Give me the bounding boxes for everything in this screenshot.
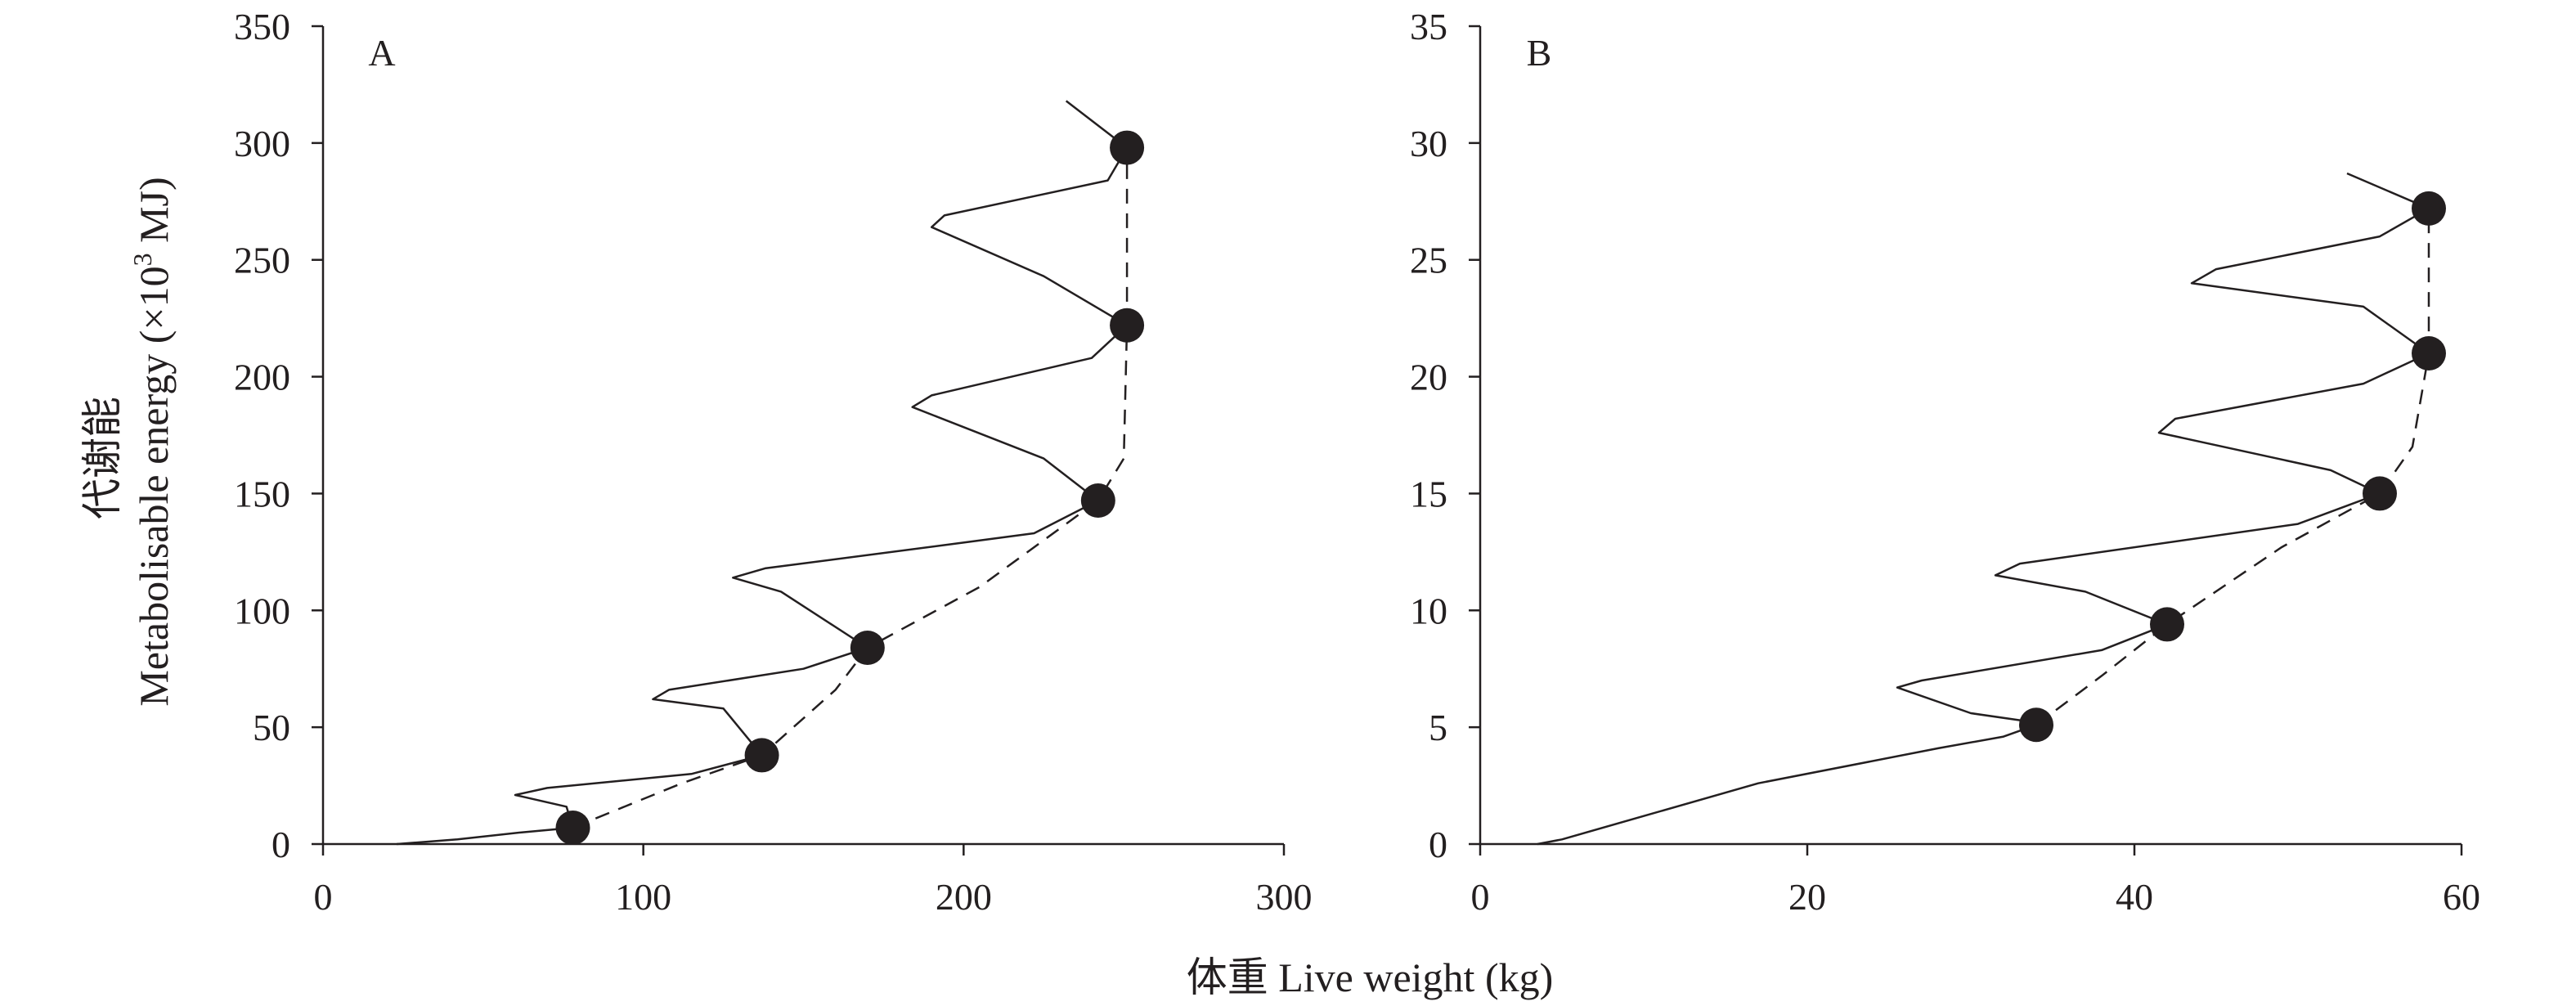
- dashed-series-line: [572, 147, 1129, 829]
- x-tick-label: 200: [936, 876, 992, 918]
- y-tick-label: 5: [1429, 707, 1447, 748]
- y-tick-label: 150: [234, 473, 290, 514]
- y-tick-label: 30: [1410, 123, 1447, 164]
- y-axis-title-zh: 代谢能: [79, 397, 125, 519]
- y-tick-label: 350: [234, 6, 290, 47]
- x-axis-title: 体重 Live weight (kg): [1187, 954, 1554, 1000]
- data-point: [1080, 483, 1115, 518]
- y-axis-title-en-suffix: MJ): [131, 177, 177, 253]
- y-tick-label: 250: [234, 240, 290, 281]
- y-axis-title-superscript: 3: [128, 253, 157, 266]
- y-tick-label: 20: [1410, 357, 1447, 398]
- x-tick-label: 60: [2443, 876, 2480, 918]
- data-point: [2363, 476, 2397, 511]
- data-point: [1110, 308, 1145, 343]
- data-point: [2412, 191, 2446, 226]
- y-tick-label: 50: [253, 707, 290, 748]
- y-tick-label: 100: [234, 590, 290, 631]
- y-tick-label: 10: [1410, 590, 1447, 631]
- x-tick-label: 0: [1471, 876, 1490, 918]
- x-tick-label: 0: [314, 876, 333, 918]
- panel-a: 0 100 200 300 0 50 100 150 200 250 300 350 A: [234, 6, 1313, 918]
- y-tick-label: 300: [234, 123, 290, 164]
- y-axis-title-en: Metabolisable energy (×103 MJ): [128, 177, 177, 706]
- y-axis-title-en-prefix: Metabolisable energy (×10: [131, 266, 177, 706]
- x-tick-label: 40: [2116, 876, 2153, 918]
- solid-series-line: [397, 100, 1129, 846]
- data-point: [2412, 336, 2446, 371]
- data-point: [850, 631, 885, 665]
- panel-label: B: [1527, 32, 1552, 74]
- y-tick-label: 0: [272, 824, 290, 865]
- data-point: [744, 738, 779, 773]
- data-point: [2019, 707, 2053, 743]
- data-point: [1110, 130, 1145, 165]
- x-tick-label: 20: [1788, 876, 1826, 918]
- y-tick-label: 15: [1410, 473, 1447, 514]
- y-tick-label: 35: [1410, 6, 1447, 47]
- data-point: [555, 811, 590, 845]
- x-tick-label: 300: [1256, 876, 1313, 918]
- y-tick-label: 0: [1429, 824, 1447, 865]
- data-point: [2150, 607, 2184, 642]
- panel-label: A: [368, 32, 395, 74]
- solid-series-line: [1537, 172, 2430, 846]
- y-tick-label: 25: [1410, 240, 1447, 281]
- x-tick-label: 100: [615, 876, 671, 918]
- panel-b: 0 20 40 60 0 5 10 15 20 25 30 35 B: [1410, 6, 2480, 918]
- dashed-series-line: [2035, 208, 2430, 726]
- y-tick-label: 200: [234, 357, 290, 398]
